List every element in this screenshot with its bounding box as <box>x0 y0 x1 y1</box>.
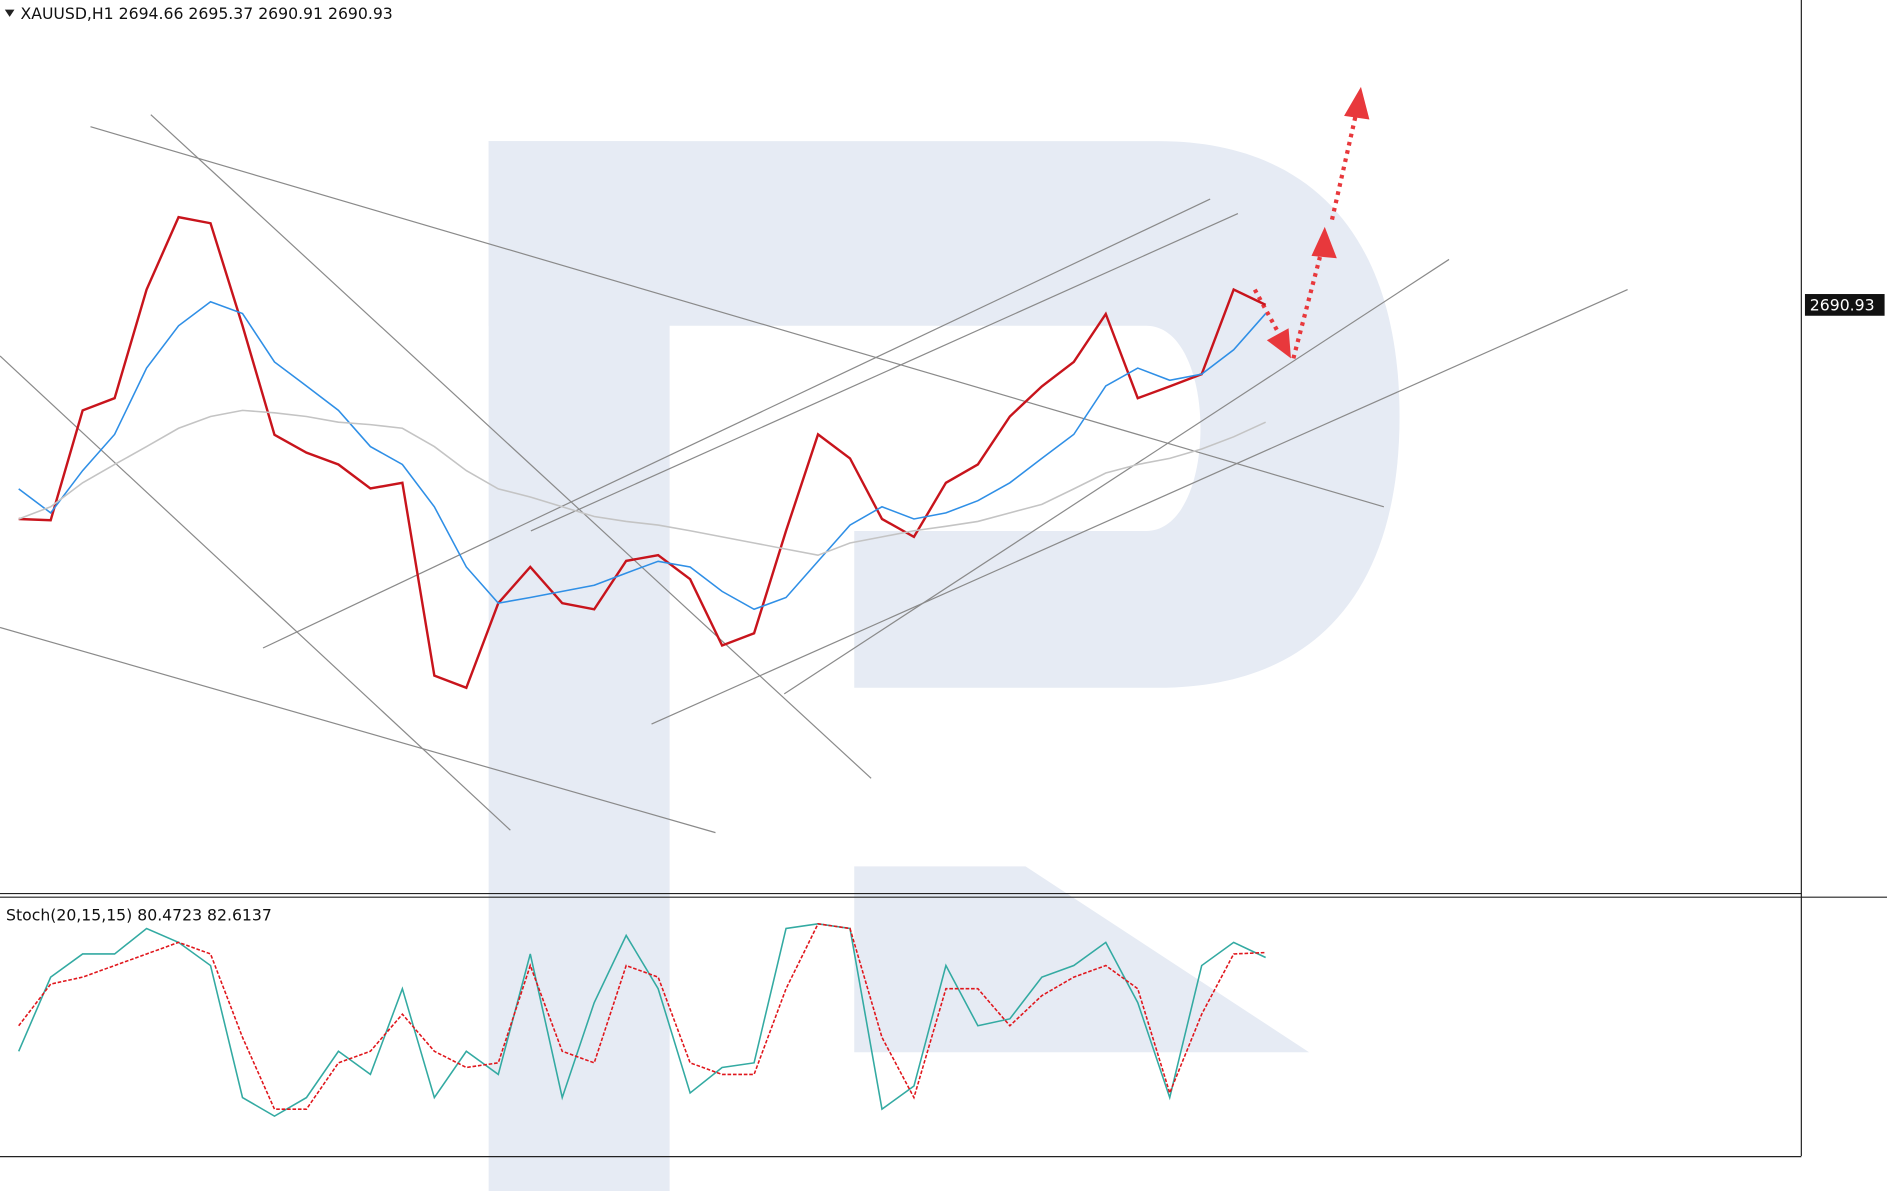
indicator-title: Stoch(20,15,15) 80.4723 82.6137 <box>6 905 272 924</box>
arrow-heads <box>1266 86 1370 359</box>
watermark <box>488 141 1400 1191</box>
indicator-line <box>17 923 1266 1118</box>
indicator-line <box>18 409 1266 557</box>
price-line <box>18 215 1267 690</box>
current-price-label: 2690.93 <box>1810 296 1875 315</box>
chart-title: XAUUSD,H1 2694.66 2695.37 2690.91 2690.9… <box>21 4 393 23</box>
frame <box>0 0 1887 1158</box>
current-price-box <box>1804 294 1885 316</box>
indicator-line <box>18 300 1267 611</box>
series-layer <box>17 215 1267 1118</box>
trendlines <box>0 114 1628 834</box>
axis-layer: 2690.93 <box>1804 294 1885 316</box>
menu-triangle <box>4 9 15 17</box>
forecast-arrows <box>1252 112 1359 359</box>
